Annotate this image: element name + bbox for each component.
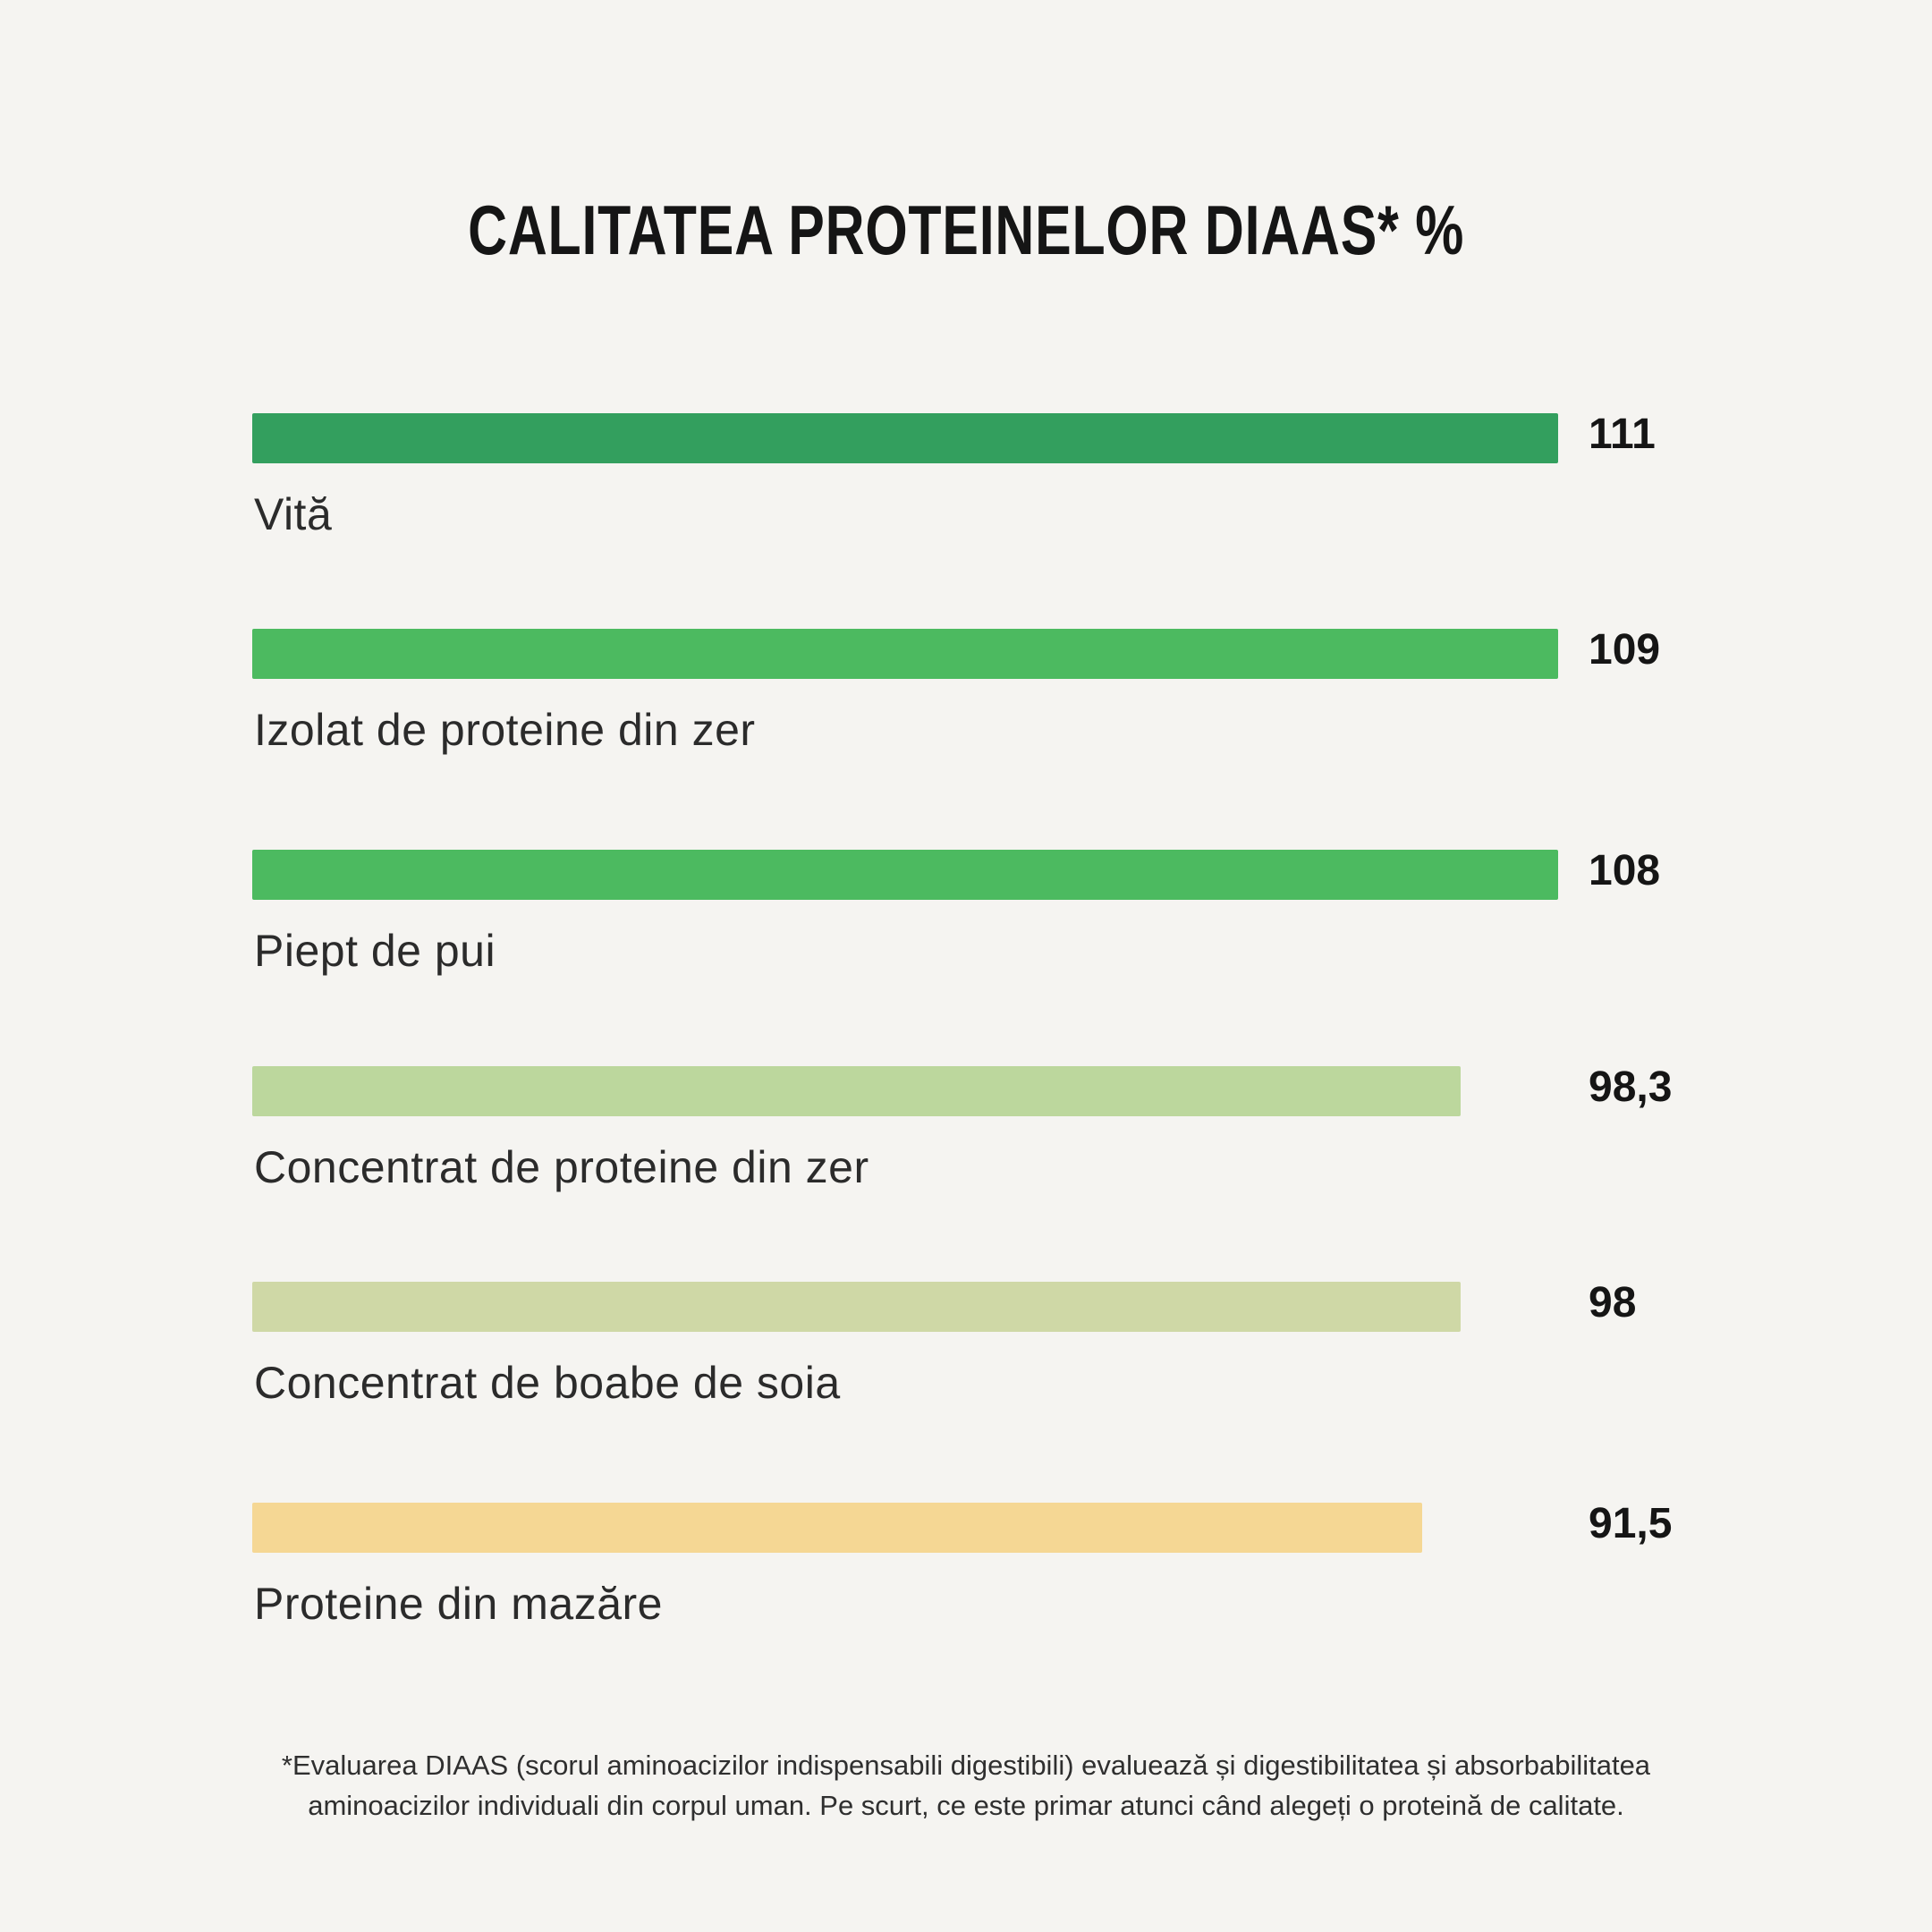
bar-label-izolat-zer: Izolat de proteine din zer xyxy=(254,705,756,755)
bar-concentrat-zer xyxy=(252,1066,1461,1116)
bar-row-mazare: 91,5 Proteine din mazăre xyxy=(252,1500,1672,1673)
bar-row-izolat-zer: 109 Izolat de proteine din zer xyxy=(252,626,1660,799)
bar-vita xyxy=(252,413,1558,463)
bar-value-piept-pui: 108 xyxy=(1589,847,1661,894)
bar-value-izolat-zer: 109 xyxy=(1589,626,1661,674)
bar-label-concentrat-zer: Concentrat de proteine din zer xyxy=(254,1142,869,1192)
bar-izolat-zer xyxy=(252,629,1558,679)
bar-label-concentrat-soia: Concentrat de boabe de soia xyxy=(254,1358,841,1408)
bar-value-mazare: 91,5 xyxy=(1589,1500,1673,1547)
bar-row-concentrat-zer: 98,3 Concentrat de proteine din zer xyxy=(252,1063,1672,1236)
bar-label-vita: Vită xyxy=(254,489,333,539)
bar-concentrat-soia xyxy=(252,1282,1461,1332)
bar-value-vita: 111 xyxy=(1589,411,1656,458)
chart-footnote: *Evaluarea DIAAS (scorul aminoacizilor i… xyxy=(281,1750,1651,1821)
chart-title: CALITATEA PROTEINELOR DIAAS* % xyxy=(0,190,1932,271)
bar-mazare xyxy=(252,1503,1423,1553)
bar-value-concentrat-zer: 98,3 xyxy=(1589,1063,1673,1111)
chart-title-text: CALITATEA PROTEINELOR DIAAS* % xyxy=(467,191,1465,269)
bar-label-piept-pui: Piept de pui xyxy=(254,926,496,976)
bar-row-piept-pui: 108 Piept de pui xyxy=(252,847,1660,1020)
bar-piept-pui xyxy=(252,850,1558,900)
bar-row-concentrat-soia: 98 Concentrat de boabe de soia xyxy=(252,1279,1636,1452)
bar-value-concentrat-soia: 98 xyxy=(1589,1279,1637,1326)
bar-label-mazare: Proteine din mazăre xyxy=(254,1579,663,1629)
bar-row-vita: 111 Vită xyxy=(252,411,1656,583)
